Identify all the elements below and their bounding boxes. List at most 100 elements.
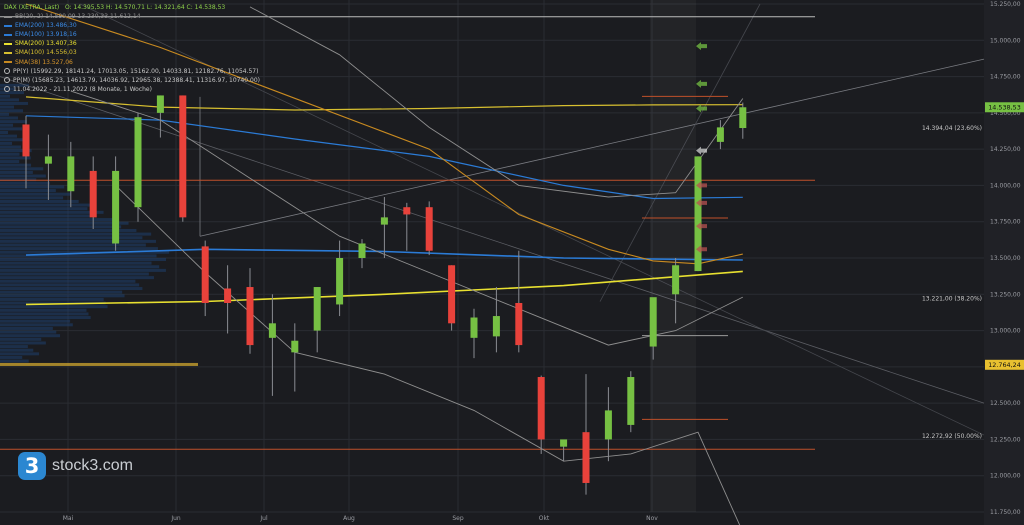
volume-profile-bar: [0, 120, 27, 124]
volume-profile-bar: [0, 127, 22, 131]
volume-profile-bar: [0, 203, 95, 207]
x-tick-label: Okt: [539, 515, 550, 522]
y-tick-label: 15.000,00: [990, 37, 1021, 44]
candles: [22, 95, 747, 495]
signal-arrow-icon: [696, 146, 707, 155]
price-axis-panel: [984, 0, 1024, 525]
volume-profile-bar: [0, 236, 143, 240]
volume-profile-bar: [0, 207, 88, 211]
volume-profile-bar: [0, 218, 113, 222]
legend-swatch: [4, 42, 12, 45]
candle-body: [44, 156, 52, 164]
volume-profile-bar: [0, 334, 61, 338]
pivot-ring-icon: [4, 77, 10, 84]
volume-profile-bar: [0, 297, 104, 301]
legend-label: EMA(100) 13.918,16: [15, 31, 77, 39]
legend-swatch: [4, 15, 12, 18]
fib-level-label: 13.221,00 (38.20%): [922, 295, 982, 302]
candle-body: [268, 323, 276, 338]
candle-body: [515, 302, 523, 346]
volume-profile-bar: [0, 337, 42, 341]
candle-body: [649, 297, 657, 347]
x-tick-label: Jun: [170, 515, 181, 522]
volume-profile-bar: [0, 189, 56, 193]
legend-item-sma200[interactable]: SMA(200) 13.407,36: [4, 39, 260, 48]
legend-range: 11.04.2022 - 21.11.2022 (8 Monate, 1 Woc…: [13, 85, 152, 93]
candle-body: [694, 156, 702, 272]
candle-body: [425, 207, 433, 251]
signal-arrow-icon: [696, 104, 707, 113]
legend-item-sma38[interactable]: SMA(38) 13.527,06: [4, 58, 260, 67]
x-tick-label: Aug: [343, 515, 355, 522]
volume-profile-bar: [0, 160, 20, 164]
candle-body: [291, 340, 299, 353]
volume-profile-bar: [0, 348, 34, 352]
legend-swatch: [4, 33, 12, 36]
y-tick-label: 12.500,00: [990, 400, 1021, 407]
candle-body: [22, 124, 30, 157]
signal-arrow-icon: [696, 245, 707, 254]
legend-item-sma100[interactable]: SMA(100) 14.556,03: [4, 48, 260, 57]
y-tick-label: 14.000,00: [990, 182, 1021, 189]
candle-body: [560, 439, 568, 447]
volume-profile-bar: [0, 341, 46, 345]
volume-profile-bar: [0, 330, 57, 334]
candle-body: [313, 287, 321, 331]
volume-profile-bar: [0, 261, 152, 265]
legend-swatch: [4, 61, 12, 64]
volume-profile-bar: [0, 134, 17, 138]
y-tick-label: 13.000,00: [990, 328, 1021, 335]
candle-body: [380, 217, 388, 225]
y-tick-label: 13.500,00: [990, 255, 1021, 262]
legend-label: SMA(100) 14.556,03: [15, 49, 77, 57]
price-badge: [985, 102, 1024, 113]
candle-body: [537, 377, 545, 440]
volume-profile-bar: [0, 355, 23, 359]
pivot-ring-icon: [4, 68, 10, 75]
candle-body: [672, 265, 680, 295]
fib-level-label: 12.272,92 (50.00%): [922, 433, 982, 440]
legend-item-ppm[interactable]: PP(M) (15685.23, 14613.79, 14036.92, 129…: [4, 76, 260, 85]
volume-profile-bar: [0, 247, 158, 251]
fib-level-label: 14.394,04 (23.60%): [922, 125, 982, 132]
y-tick-label: 14.750,00: [990, 74, 1021, 81]
volume-profile-bar: [0, 105, 14, 109]
trend-line: [0, 76, 985, 404]
volume-profile-bar: [0, 250, 170, 254]
volume-profile-bar: [0, 265, 160, 269]
candle-body: [582, 432, 590, 483]
candle-body: [448, 265, 456, 324]
volume-profile-bar: [0, 323, 73, 327]
volume-profile-bar: [0, 214, 97, 218]
volume-profile-bar: [0, 192, 71, 196]
volume-profile-bar: [0, 345, 28, 349]
volume-profile-bar: [0, 268, 166, 272]
volume-profile-bar: [0, 228, 137, 232]
candle-body: [246, 287, 254, 346]
volume-profile-bar: [0, 232, 152, 236]
legend-item-bb[interactable]: BB(20, 2) 14.599,09 13.230,33 11.612,14: [4, 12, 260, 21]
legend-item-ema200[interactable]: EMA(200) 13.486,30: [4, 21, 260, 30]
legend-label: PP(Y) (15992.29, 18141.24, 17013.05, 151…: [13, 67, 259, 75]
volume-profile-bar: [0, 316, 91, 320]
x-tick-label: Jul: [259, 515, 268, 522]
volume-profile-bar: [0, 225, 122, 229]
trend-line: [199, 58, 985, 237]
legend-swatch: [4, 51, 12, 54]
legend-label: PP(M) (15685.23, 14613.79, 14036.92, 129…: [13, 76, 260, 84]
volume-profile-bar: [0, 131, 8, 134]
candle-body: [604, 410, 612, 440]
price-badge: [985, 359, 1024, 370]
volume-profile-bar: [0, 91, 24, 95]
volume-profile-bar: [0, 287, 143, 291]
legend-item-ppy[interactable]: PP(Y) (15992.29, 18141.24, 17013.05, 151…: [4, 67, 260, 76]
signal-arrow-icon: [696, 222, 707, 231]
volume-poc-bar: [0, 362, 198, 366]
candle-body: [67, 156, 75, 192]
legend-item-ema100[interactable]: EMA(100) 13.918,16: [4, 30, 260, 39]
volume-profile-bar: [0, 116, 18, 120]
volume-profile-bar: [0, 123, 13, 127]
legend-label: BB(20, 2) 14.599,09 13.230,33 11.612,14: [15, 13, 141, 21]
